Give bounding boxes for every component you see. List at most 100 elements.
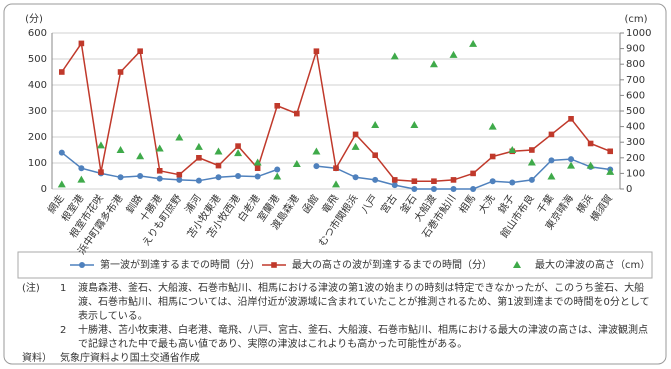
y-tick-label: 300 <box>28 106 47 117</box>
data-point <box>568 116 574 122</box>
data-point <box>509 179 516 186</box>
x-tick-label: 宮古 <box>378 192 400 216</box>
data-point <box>371 121 380 129</box>
data-point <box>352 131 359 138</box>
data-point <box>527 158 536 166</box>
data-point <box>450 186 457 192</box>
note-number: 2 <box>60 325 67 336</box>
note-text: 渡島森港、釜石、大船渡、石巻市鮎川、相馬における津波の第1波の始まりの時刻は特定… <box>78 283 650 322</box>
data-point <box>155 144 164 152</box>
data-point <box>547 172 556 180</box>
y2-tick-label: 1000 <box>626 28 651 39</box>
y-tick-label: 100 <box>28 158 47 169</box>
data-point <box>567 161 576 169</box>
data-point <box>156 175 163 182</box>
data-point <box>606 167 615 175</box>
data-point <box>98 169 104 175</box>
x-tick-label: 大洗 <box>475 192 497 216</box>
source-text: 気象庁資料より国土交通省作成 <box>60 353 200 364</box>
data-point <box>254 165 261 171</box>
y-tick-label: 600 <box>28 28 47 39</box>
data-point <box>372 152 378 158</box>
legend-marker <box>79 262 85 268</box>
data-point <box>528 176 535 183</box>
data-point <box>489 178 496 185</box>
data-point <box>312 147 321 155</box>
data-point <box>470 170 476 177</box>
data-point <box>274 166 281 173</box>
data-point <box>568 156 575 163</box>
y2-tick-label: 200 <box>626 153 645 164</box>
data-point <box>234 149 243 157</box>
data-point <box>156 168 163 174</box>
data-point <box>469 39 478 47</box>
data-point <box>352 174 359 181</box>
data-point <box>411 186 418 192</box>
legend-label: 最大の高さの波が到達するまでの時間（分） <box>292 258 492 271</box>
data-point <box>176 171 183 178</box>
data-point <box>57 180 66 188</box>
data-point <box>587 140 594 147</box>
data-point <box>529 147 535 153</box>
notes: (注) 1 渡島森港、釜石、大船渡、石巻市鮎川、相馬における津波の第1波の始まりの時… <box>22 282 652 366</box>
y2-tick-label: 900 <box>626 44 645 55</box>
note-text: 十勝港、苫小牧東港、白老港、竜飛、八戸、宮古、釜石、大船渡、石巻市鮎川、相馬にお… <box>78 325 648 350</box>
data-point <box>96 141 105 149</box>
series-line <box>61 41 611 182</box>
data-point <box>294 110 300 117</box>
data-point <box>548 131 555 138</box>
data-point <box>586 161 595 169</box>
note-number: 1 <box>60 283 67 294</box>
source-label: 資料） <box>22 353 52 364</box>
data-point <box>175 133 184 141</box>
data-point <box>292 160 301 168</box>
data-point <box>78 165 85 172</box>
x-tick-label: 函館 <box>299 192 321 216</box>
data-point <box>430 186 437 192</box>
data-point <box>429 60 438 68</box>
data-point <box>117 174 124 181</box>
legend-box <box>17 251 653 279</box>
data-point <box>470 186 477 192</box>
legend-marker <box>513 261 521 268</box>
data-point <box>313 48 320 54</box>
frame <box>3 3 667 365</box>
y2-tick-label: 800 <box>626 59 645 70</box>
y-tick-label: 200 <box>28 132 47 143</box>
y2-tick-label: 600 <box>626 90 645 101</box>
data-point <box>195 177 202 184</box>
data-point <box>253 158 262 166</box>
y2-tick-label: 700 <box>626 75 645 86</box>
data-point <box>215 174 222 181</box>
data-point <box>58 149 65 156</box>
data-point <box>235 143 241 149</box>
data-point <box>508 146 517 153</box>
y-tick-label: 400 <box>28 80 47 91</box>
y2-tick-label: 400 <box>626 122 645 133</box>
y2-tick-label: 500 <box>626 106 645 117</box>
data-point <box>332 180 340 188</box>
data-point <box>136 152 145 160</box>
data-point <box>254 173 261 180</box>
y-tick-label: 0 <box>41 184 47 195</box>
note-label: (注) <box>22 283 40 294</box>
data-point <box>196 155 202 161</box>
data-point <box>411 178 418 184</box>
y2-tick-label: 300 <box>626 137 645 148</box>
data-point <box>116 146 125 153</box>
data-point <box>410 121 419 129</box>
data-point <box>607 148 614 155</box>
data-point <box>235 173 242 179</box>
data-point <box>372 176 379 183</box>
legend-label: 最大の津波の高さ（cm） <box>535 258 650 271</box>
data-point <box>431 178 437 184</box>
data-point <box>137 173 144 179</box>
x-tick-label: 八戸 <box>359 193 380 216</box>
data-point <box>351 142 360 150</box>
data-point <box>58 69 65 75</box>
data-point <box>273 172 282 180</box>
data-point <box>117 69 124 75</box>
data-point <box>313 163 320 170</box>
data-point <box>548 157 555 164</box>
